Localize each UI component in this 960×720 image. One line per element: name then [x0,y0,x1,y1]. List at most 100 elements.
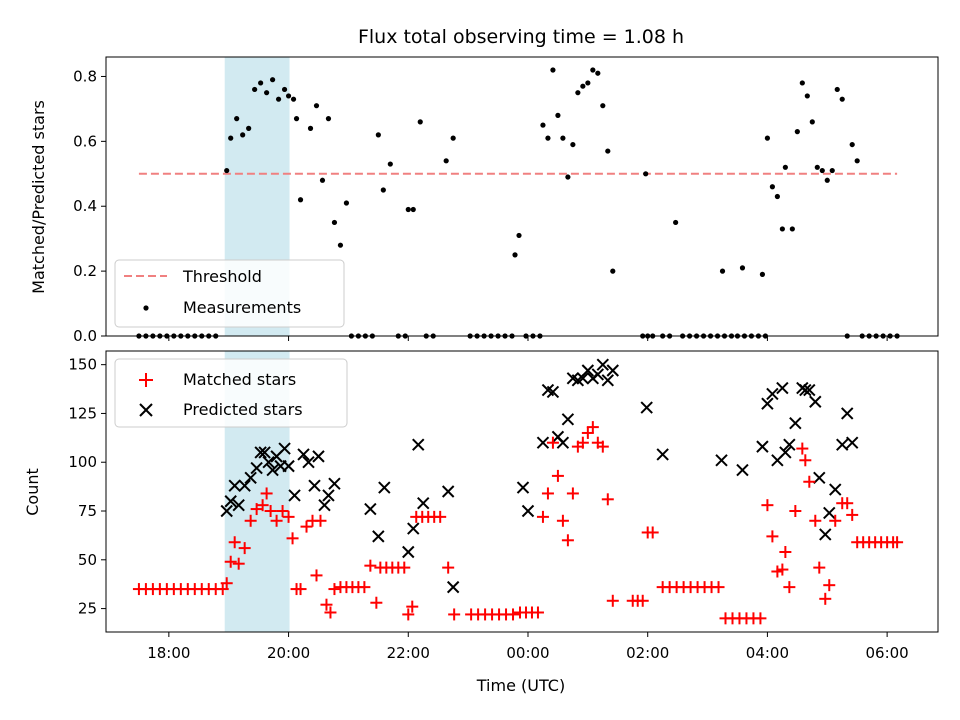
predicted-stars-point [581,364,595,377]
measurement-point [325,116,332,122]
predicted-stars-point [779,446,792,459]
matched-stars-point [300,520,313,533]
predicted-stars-point [417,497,430,510]
y-tick-label: 50 [78,551,97,569]
measurement-point [293,116,300,122]
measurement-point [719,268,726,274]
y-tick-label: 0.2 [73,262,97,280]
measurement-point [550,67,556,73]
legend-predicted-label: Predicted stars [183,400,303,419]
matched-stars-point [841,497,854,510]
predicted-stars-point [789,416,802,430]
matched-stars-point [551,469,564,482]
legend-matched-label: Matched stars [183,370,296,389]
predicted-stars-point [250,461,263,475]
matched-stars-point [596,440,609,453]
measurement-point [580,83,586,89]
predicted-stars-point [308,479,321,492]
x-tick-label: 18:00 [147,644,190,662]
matched-stars-point [358,581,371,594]
predicted-stars-point [378,481,391,494]
matched-stars-point [324,606,337,619]
legend-predicted-swatch [139,403,153,417]
measurement-point [540,122,546,128]
measurement-point [269,77,276,83]
measurement-point [839,96,845,102]
bottom-x-axis: 18:00 20:00 22:00 00:00 02:00 04:00 06:00 [147,632,909,662]
matched-stars-point [796,442,809,455]
predicted-stars-point [446,580,460,594]
measurement-point [789,226,795,232]
measurement-point [570,141,576,148]
legend-measurements-swatch [143,305,149,311]
measurement-point [774,193,780,200]
predicted-stars-point [228,479,241,492]
matched-stars-point [646,526,659,539]
measurement-point [307,125,314,131]
predicted-stars-point [823,506,836,520]
y-tick-label: 0.0 [73,327,97,345]
x-tick-label: 00:00 [506,644,549,662]
y-tick-label: 0.8 [73,67,97,85]
y-tick-label: 0.4 [73,197,97,215]
measurement-point [331,219,338,226]
matched-stars-point [224,555,237,568]
predicted-stars-point [244,471,257,485]
predicted-stars-point [561,413,575,426]
y-tick-label: 75 [78,502,97,520]
predicted-stars-point [232,498,245,512]
matched-stars-point [270,514,283,527]
predicted-stars-point [312,450,325,463]
bottom-legend: Matched stars Predicted stars [114,358,348,428]
predicted-stars-point [736,463,749,477]
matched-stars-point [819,592,832,605]
predicted-stars-point [836,438,849,451]
predicted-stars-point [591,368,605,381]
matched-stars-point [606,594,619,607]
bottom-y-axis-label: Count [23,468,42,516]
measurement-point [565,174,571,180]
predicted-stars-point [238,479,251,492]
measurement-point [516,232,522,239]
predicted-stars-point [258,446,271,459]
top-axes-frame [105,56,939,337]
measurement-point [319,177,326,183]
predicted-stars-point [364,502,377,516]
legend-threshold-label: Threshold [182,267,262,286]
predicted-stars-point [601,374,615,387]
predicted-stars-point [596,358,610,371]
measurement-point [849,141,855,148]
matched-stars-point [434,510,447,523]
predicted-stars-point [328,477,341,490]
measurement-point [555,112,561,118]
matched-stars-point [402,608,415,621]
predicted-stars-point [412,438,425,451]
matched-stars-point [244,514,257,527]
measurement-point [405,206,411,213]
matched-stars-point [823,579,836,592]
predicted-stars-point [761,397,774,410]
predicted-stars-point [783,438,796,451]
top-x-ticks [168,336,888,341]
measurement-point [854,158,860,164]
measurement-point [575,90,581,96]
matched-stars-point [891,536,904,549]
matched-stars-point [586,421,599,434]
matched-stars-point [776,563,789,576]
matched-stars-point [228,536,241,549]
measurement-point [794,129,800,135]
predicted-stars-point [516,481,530,494]
predicted-stars-point [224,495,237,508]
predicted-stars-point [845,436,859,449]
measurement-point [782,164,788,170]
predicted-stars-point [288,489,301,502]
matched-stars-point [813,561,826,574]
predicted-stars-point [521,504,535,518]
matched-stars-point [448,608,461,621]
predicted-stars-point [402,545,415,559]
measurement-point [595,70,601,76]
matched-stars-point [566,487,579,500]
predicted-stars-point [297,448,310,461]
measurement-point [450,135,456,141]
matched-stars-point [398,561,411,574]
